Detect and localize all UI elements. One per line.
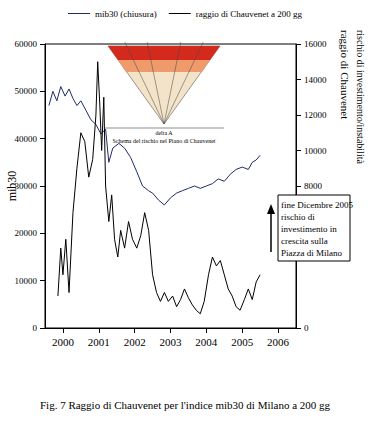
svg-text:2004: 2004 — [195, 336, 218, 348]
svg-text:crescita sulla: crescita sulla — [281, 236, 328, 246]
svg-text:rischio di: rischio di — [281, 212, 315, 222]
svg-text:60000: 60000 — [15, 39, 38, 49]
svg-text:Piazza di Milano: Piazza di Milano — [281, 248, 342, 258]
svg-text:2001: 2001 — [88, 336, 110, 348]
svg-text:16000: 16000 — [304, 39, 327, 49]
svg-text:30000: 30000 — [15, 181, 38, 191]
svg-text:0: 0 — [33, 323, 38, 333]
svg-text:10000: 10000 — [304, 146, 327, 156]
svg-text:50000: 50000 — [15, 86, 38, 96]
svg-text:2003: 2003 — [160, 336, 183, 348]
svg-text:2005: 2005 — [231, 336, 254, 348]
svg-text:Schema del rischio nel Piano d: Schema del rischio nel Piano di Chauvene… — [113, 138, 216, 144]
svg-text:2002: 2002 — [124, 336, 146, 348]
svg-text:mib30: mib30 — [5, 170, 19, 202]
svg-text:10000: 10000 — [15, 276, 38, 286]
svg-text:fine Dicembre 2005: fine Dicembre 2005 — [281, 200, 353, 210]
svg-text:0: 0 — [304, 323, 309, 333]
svg-text:delta A: delta A — [155, 130, 173, 136]
svg-text:2006: 2006 — [267, 336, 290, 348]
svg-text:rischio di investimento/instab: rischio di investimento/instabilità — [355, 30, 366, 164]
svg-text:Fig. 7 Raggio di Chauvenet per: Fig. 7 Raggio di Chauvenet per l'indice … — [40, 399, 331, 411]
svg-text:14000: 14000 — [304, 75, 327, 85]
svg-text:mib30 (chiusura): mib30 (chiusura) — [95, 9, 157, 19]
svg-text:raggio di Chauvenet a 200 gg: raggio di Chauvenet a 200 gg — [196, 9, 303, 19]
svg-text:12000: 12000 — [304, 110, 327, 120]
svg-text:8000: 8000 — [304, 181, 323, 191]
svg-text:2000: 2000 — [52, 336, 75, 348]
svg-text:raggio di Chauvenet: raggio di Chauvenet — [339, 30, 351, 119]
svg-text:investimento in: investimento in — [281, 224, 337, 234]
svg-text:40000: 40000 — [15, 134, 38, 144]
svg-text:20000: 20000 — [15, 228, 38, 238]
